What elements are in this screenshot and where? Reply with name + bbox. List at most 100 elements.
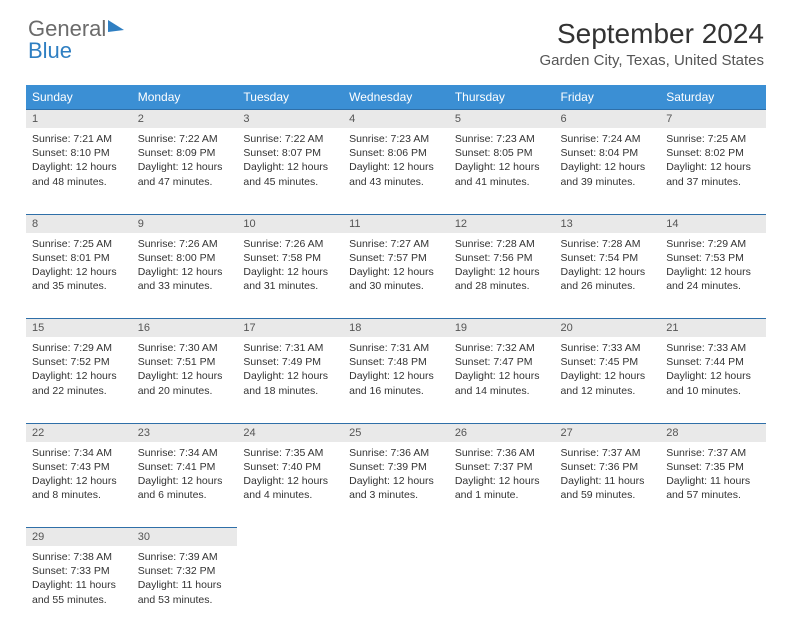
day-number-cell: 3	[237, 110, 343, 129]
weekday-header: Tuesday	[237, 85, 343, 110]
day-details: Sunrise: 7:23 AMSunset: 8:05 PMDaylight:…	[449, 128, 555, 195]
day-d1: Daylight: 11 hours	[138, 578, 232, 592]
day-d2: and 24 minutes.	[666, 279, 760, 293]
day-cell	[555, 546, 661, 632]
day-details: Sunrise: 7:28 AMSunset: 7:56 PMDaylight:…	[449, 233, 555, 300]
day-ss: Sunset: 8:05 PM	[455, 146, 549, 160]
day-cell: Sunrise: 7:26 AMSunset: 8:00 PMDaylight:…	[132, 233, 238, 319]
day-sr: Sunrise: 7:26 AM	[243, 237, 337, 251]
day-sr: Sunrise: 7:28 AM	[561, 237, 655, 251]
day-details: Sunrise: 7:25 AMSunset: 8:01 PMDaylight:…	[26, 233, 132, 300]
day-ss: Sunset: 8:10 PM	[32, 146, 126, 160]
day-d1: Daylight: 12 hours	[666, 160, 760, 174]
day-number-cell: 6	[555, 110, 661, 129]
day-details: Sunrise: 7:38 AMSunset: 7:33 PMDaylight:…	[26, 546, 132, 613]
day-details: Sunrise: 7:27 AMSunset: 7:57 PMDaylight:…	[343, 233, 449, 300]
day-sr: Sunrise: 7:31 AM	[349, 341, 443, 355]
day-number-cell: 29	[26, 528, 132, 547]
day-cell: Sunrise: 7:30 AMSunset: 7:51 PMDaylight:…	[132, 337, 238, 423]
day-ss: Sunset: 7:45 PM	[561, 355, 655, 369]
day-cell: Sunrise: 7:28 AMSunset: 7:54 PMDaylight:…	[555, 233, 661, 319]
header: General Blue September 2024 Garden City,…	[0, 0, 792, 73]
day-number-cell: 14	[660, 214, 766, 233]
day-d1: Daylight: 12 hours	[243, 474, 337, 488]
day-ss: Sunset: 8:04 PM	[561, 146, 655, 160]
day-sr: Sunrise: 7:25 AM	[32, 237, 126, 251]
day-cell: Sunrise: 7:27 AMSunset: 7:57 PMDaylight:…	[343, 233, 449, 319]
day-sr: Sunrise: 7:24 AM	[561, 132, 655, 146]
day-cell: Sunrise: 7:23 AMSunset: 8:06 PMDaylight:…	[343, 128, 449, 214]
day-ss: Sunset: 8:09 PM	[138, 146, 232, 160]
day-cell: Sunrise: 7:36 AMSunset: 7:37 PMDaylight:…	[449, 442, 555, 528]
day-d1: Daylight: 12 hours	[32, 474, 126, 488]
day-number-cell: 12	[449, 214, 555, 233]
day-sr: Sunrise: 7:29 AM	[32, 341, 126, 355]
day-d2: and 59 minutes.	[561, 488, 655, 502]
day-d1: Daylight: 12 hours	[349, 369, 443, 383]
day-sr: Sunrise: 7:27 AM	[349, 237, 443, 251]
day-number-row: 15161718192021	[26, 319, 766, 338]
day-sr: Sunrise: 7:36 AM	[455, 446, 549, 460]
day-d2: and 39 minutes.	[561, 175, 655, 189]
day-body-row: Sunrise: 7:34 AMSunset: 7:43 PMDaylight:…	[26, 442, 766, 528]
day-details: Sunrise: 7:39 AMSunset: 7:32 PMDaylight:…	[132, 546, 238, 613]
day-cell: Sunrise: 7:35 AMSunset: 7:40 PMDaylight:…	[237, 442, 343, 528]
day-details: Sunrise: 7:29 AMSunset: 7:53 PMDaylight:…	[660, 233, 766, 300]
day-sr: Sunrise: 7:36 AM	[349, 446, 443, 460]
day-cell	[343, 546, 449, 632]
day-d2: and 43 minutes.	[349, 175, 443, 189]
day-cell: Sunrise: 7:22 AMSunset: 8:09 PMDaylight:…	[132, 128, 238, 214]
day-d2: and 35 minutes.	[32, 279, 126, 293]
day-number-cell: 16	[132, 319, 238, 338]
day-d1: Daylight: 12 hours	[455, 369, 549, 383]
day-ss: Sunset: 7:47 PM	[455, 355, 549, 369]
day-details: Sunrise: 7:22 AMSunset: 8:09 PMDaylight:…	[132, 128, 238, 195]
day-number-cell: 10	[237, 214, 343, 233]
day-d2: and 6 minutes.	[138, 488, 232, 502]
day-d2: and 48 minutes.	[32, 175, 126, 189]
day-sr: Sunrise: 7:38 AM	[32, 550, 126, 564]
day-d2: and 1 minute.	[455, 488, 549, 502]
day-sr: Sunrise: 7:23 AM	[349, 132, 443, 146]
day-details: Sunrise: 7:33 AMSunset: 7:44 PMDaylight:…	[660, 337, 766, 404]
day-number-cell	[237, 528, 343, 547]
day-details: Sunrise: 7:37 AMSunset: 7:36 PMDaylight:…	[555, 442, 661, 509]
day-d1: Daylight: 11 hours	[32, 578, 126, 592]
day-sr: Sunrise: 7:34 AM	[32, 446, 126, 460]
calendar-table: Sunday Monday Tuesday Wednesday Thursday…	[26, 85, 766, 632]
day-cell: Sunrise: 7:36 AMSunset: 7:39 PMDaylight:…	[343, 442, 449, 528]
day-details: Sunrise: 7:24 AMSunset: 8:04 PMDaylight:…	[555, 128, 661, 195]
day-sr: Sunrise: 7:37 AM	[561, 446, 655, 460]
day-d1: Daylight: 12 hours	[349, 160, 443, 174]
day-number-cell: 27	[555, 423, 661, 442]
day-d1: Daylight: 12 hours	[666, 265, 760, 279]
day-number-cell: 22	[26, 423, 132, 442]
day-number-row: 891011121314	[26, 214, 766, 233]
day-d1: Daylight: 12 hours	[243, 369, 337, 383]
day-details: Sunrise: 7:36 AMSunset: 7:37 PMDaylight:…	[449, 442, 555, 509]
day-d1: Daylight: 12 hours	[455, 265, 549, 279]
day-cell: Sunrise: 7:25 AMSunset: 8:02 PMDaylight:…	[660, 128, 766, 214]
day-number-cell: 2	[132, 110, 238, 129]
day-ss: Sunset: 7:35 PM	[666, 460, 760, 474]
day-details: Sunrise: 7:22 AMSunset: 8:07 PMDaylight:…	[237, 128, 343, 195]
day-sr: Sunrise: 7:35 AM	[243, 446, 337, 460]
day-ss: Sunset: 8:01 PM	[32, 251, 126, 265]
day-sr: Sunrise: 7:22 AM	[138, 132, 232, 146]
day-number-cell: 15	[26, 319, 132, 338]
day-d2: and 37 minutes.	[666, 175, 760, 189]
day-cell: Sunrise: 7:24 AMSunset: 8:04 PMDaylight:…	[555, 128, 661, 214]
day-number-cell	[343, 528, 449, 547]
day-d1: Daylight: 11 hours	[561, 474, 655, 488]
day-cell: Sunrise: 7:31 AMSunset: 7:49 PMDaylight:…	[237, 337, 343, 423]
day-cell: Sunrise: 7:37 AMSunset: 7:35 PMDaylight:…	[660, 442, 766, 528]
day-details: Sunrise: 7:21 AMSunset: 8:10 PMDaylight:…	[26, 128, 132, 195]
day-number-cell: 8	[26, 214, 132, 233]
day-ss: Sunset: 7:40 PM	[243, 460, 337, 474]
day-number-cell: 20	[555, 319, 661, 338]
day-d1: Daylight: 11 hours	[666, 474, 760, 488]
day-number-cell: 1	[26, 110, 132, 129]
day-ss: Sunset: 7:51 PM	[138, 355, 232, 369]
day-ss: Sunset: 7:48 PM	[349, 355, 443, 369]
day-d2: and 4 minutes.	[243, 488, 337, 502]
